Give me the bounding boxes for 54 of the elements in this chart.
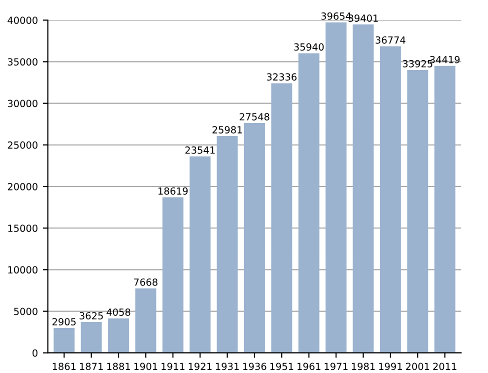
bar (298, 53, 320, 353)
y-tick-label: 40000 (8, 16, 38, 24)
data-label: 27548 (240, 113, 270, 120)
x-tick-label: 1991 (379, 362, 402, 370)
bar (80, 322, 102, 353)
bar (162, 197, 184, 353)
bar (380, 46, 401, 353)
data-label: 34419 (430, 56, 460, 64)
x-tick-label: 1881 (107, 362, 130, 370)
x-tick-label: 1901 (134, 362, 158, 370)
x-tick-label: 1931 (216, 362, 239, 370)
y-tick-label: 10000 (8, 266, 38, 274)
data-label: 2905 (52, 318, 76, 326)
x-tick-label: 1951 (270, 362, 294, 370)
bar (108, 318, 130, 353)
x-tick-label: 2001 (406, 362, 430, 370)
data-label: 4058 (106, 308, 130, 316)
bar (326, 22, 347, 353)
x-tick-label: 1871 (80, 362, 103, 370)
data-label: 36774 (376, 36, 406, 44)
x-tick-label: 1911 (162, 362, 184, 370)
bar (190, 156, 211, 353)
bar (135, 288, 156, 353)
x-tick-label: 1961 (298, 362, 320, 370)
y-tick-label: 15000 (8, 224, 38, 232)
data-label: 35940 (294, 43, 324, 51)
x-tick-label: 1971 (324, 362, 348, 370)
x-tick-label: 1861 (52, 362, 76, 370)
data-label: 32336 (266, 73, 297, 81)
data-label: 3625 (80, 312, 103, 320)
data-label: 25981 (212, 126, 242, 134)
y-tick-label: 25000 (8, 141, 38, 149)
data-label: 23541 (185, 146, 215, 154)
x-tick-label: 1981 (352, 362, 375, 370)
data-label: 33925 (402, 60, 432, 68)
bar (216, 136, 238, 353)
y-tick-label: 35000 (8, 58, 38, 66)
y-tick-label: 30000 (8, 100, 38, 108)
bar (434, 66, 456, 353)
x-tick-label: 1921 (188, 362, 212, 370)
data-label: 7668 (134, 278, 158, 286)
bar (407, 70, 428, 353)
x-tick-label: 1936 (243, 362, 266, 370)
y-tick-label: 5000 (14, 308, 38, 316)
data-label: 39654 (321, 12, 351, 20)
y-tick-label: 20000 (8, 182, 38, 190)
y-tick-label: 0 (32, 349, 38, 357)
x-tick-label: 2011 (433, 362, 456, 370)
bar (54, 328, 75, 353)
bar (352, 24, 374, 353)
bar (271, 83, 292, 353)
bar (244, 123, 265, 353)
data-label: 39401 (348, 14, 378, 22)
data-label: 18619 (158, 187, 188, 195)
